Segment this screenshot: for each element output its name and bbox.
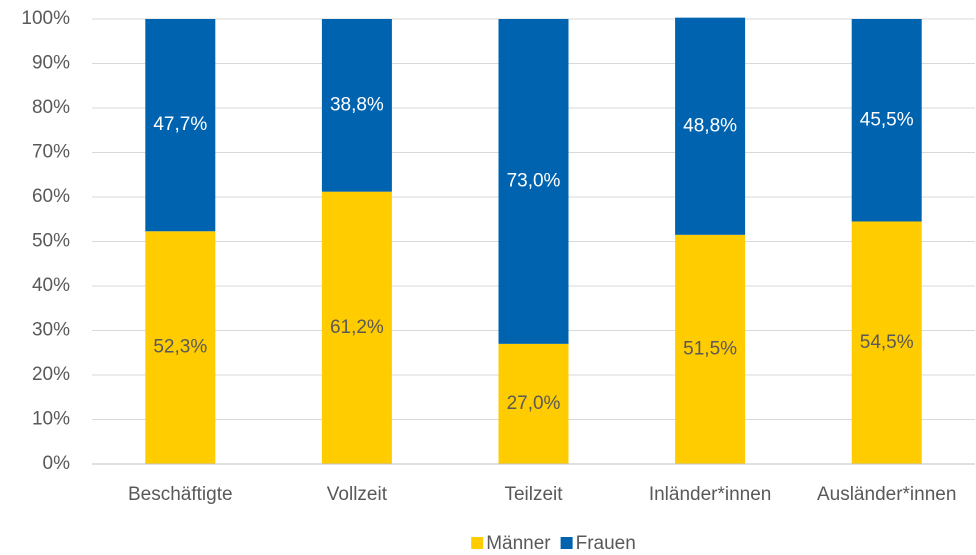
- data-label: 54,5%: [860, 332, 914, 353]
- y-tick-label: 30%: [32, 320, 70, 341]
- legend-swatch: [471, 537, 484, 549]
- legend-swatch: [560, 537, 573, 549]
- x-tick-label: Inländer*innen: [649, 484, 772, 505]
- legend-label: Frauen: [576, 533, 636, 554]
- y-tick-label: 60%: [32, 186, 70, 207]
- x-tick-label: Teilzeit: [504, 484, 563, 505]
- y-tick-label: 70%: [32, 142, 70, 163]
- data-label: 48,8%: [683, 115, 737, 136]
- bar-segment: [851, 19, 922, 222]
- bar-segment: [498, 343, 569, 464]
- bar-segment: [321, 191, 392, 464]
- x-tick-label: Beschäftigte: [128, 484, 233, 505]
- x-tick-label: Vollzeit: [327, 484, 388, 505]
- bar-segment: [851, 221, 922, 464]
- y-tick-label: 10%: [32, 409, 70, 430]
- bar-segment: [321, 19, 392, 192]
- legend-item: Frauen: [560, 533, 636, 554]
- bar-segment: [145, 19, 216, 232]
- data-label: 51,5%: [683, 338, 737, 359]
- data-label: 38,8%: [330, 94, 384, 115]
- y-tick-label: 20%: [32, 364, 70, 385]
- y-tick-label: 40%: [32, 275, 70, 296]
- data-label: 47,7%: [153, 114, 207, 135]
- y-tick-label: 80%: [32, 97, 70, 118]
- data-label: 73,0%: [507, 170, 561, 191]
- y-tick-label: 0%: [43, 453, 71, 474]
- y-tick-label: 100%: [21, 8, 70, 29]
- legend-item: Männer: [471, 533, 551, 554]
- bar-segment: [675, 17, 746, 235]
- bar-segment: [675, 234, 746, 464]
- y-tick-label: 90%: [32, 53, 70, 74]
- bar-segment: [145, 231, 216, 464]
- x-tick-label: Ausländer*innen: [817, 484, 956, 505]
- bar-segment: [498, 19, 569, 344]
- data-label: 52,3%: [153, 337, 207, 358]
- legend-label: Männer: [486, 533, 551, 554]
- data-label: 45,5%: [860, 109, 914, 130]
- y-tick-label: 50%: [32, 231, 70, 252]
- data-label: 27,0%: [507, 393, 561, 414]
- data-label: 61,2%: [330, 317, 384, 338]
